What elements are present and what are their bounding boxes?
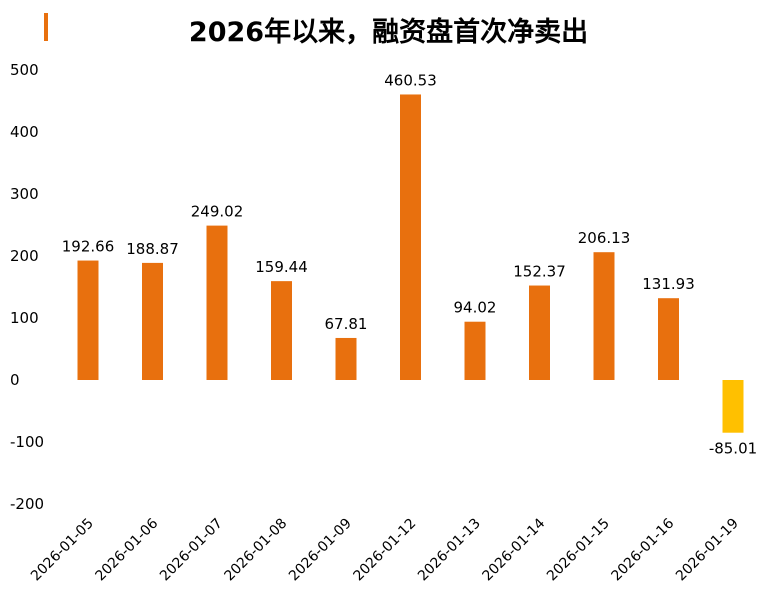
bar (464, 321, 486, 380)
data-label: 159.44 (255, 258, 308, 276)
x-tick-label: 2026-01-09 (286, 516, 355, 585)
title-accent-bar (44, 13, 48, 41)
data-label: 131.93 (642, 275, 695, 293)
chart-title: 2026年以来，融资盘首次净卖出 (188, 17, 589, 48)
data-label: 94.02 (454, 299, 497, 317)
bar (206, 225, 228, 380)
y-tick-label: 300 (10, 185, 39, 203)
bar (142, 262, 163, 380)
data-label: 67.81 (325, 315, 368, 333)
bar (722, 380, 744, 433)
y-tick-label: 500 (10, 61, 39, 79)
bar (77, 260, 99, 380)
x-tick-label: 2026-01-05 (28, 516, 97, 585)
data-label: 249.02 (191, 203, 244, 221)
x-tick-label: 2026-01-15 (544, 516, 613, 585)
data-label: 192.66 (62, 238, 115, 256)
x-tick-label: 2026-01-08 (221, 516, 290, 585)
data-label: 188.87 (126, 240, 179, 258)
bar (593, 252, 615, 380)
y-tick-label: -100 (10, 433, 44, 451)
y-tick-label: -200 (10, 495, 44, 513)
x-axis: 2026-01-052026-01-062026-01-072026-01-08… (28, 515, 742, 584)
x-tick-label: 2026-01-07 (157, 516, 226, 585)
y-tick-label: 200 (10, 247, 39, 265)
y-tick-label: 100 (10, 309, 39, 327)
data-label: 152.37 (513, 263, 566, 281)
data-label: 206.13 (578, 229, 631, 247)
bar (271, 281, 292, 380)
y-tick-label: 400 (10, 123, 39, 141)
y-axis: -200 -100 0 100 200 300 400 500 (10, 61, 44, 513)
data-label: 460.53 (384, 71, 437, 89)
bar (529, 285, 550, 380)
data-label: -85.01 (709, 440, 757, 458)
bar (658, 298, 679, 380)
bar (400, 94, 421, 380)
x-tick-label: 2026-01-14 (479, 515, 548, 584)
x-tick-label: 2026-01-19 (673, 516, 742, 585)
data-labels: 192.66 188.87 249.02 159.44 67.81 460.53 94.02… (62, 71, 757, 457)
x-tick-label: 2026-01-13 (415, 516, 484, 585)
bars (77, 94, 744, 433)
x-tick-label: 2026-01-06 (92, 515, 161, 584)
x-tick-label: 2026-01-16 (608, 515, 677, 584)
bar (335, 337, 357, 380)
y-tick-label: 0 (10, 371, 20, 389)
x-tick-label: 2026-01-12 (350, 516, 419, 585)
